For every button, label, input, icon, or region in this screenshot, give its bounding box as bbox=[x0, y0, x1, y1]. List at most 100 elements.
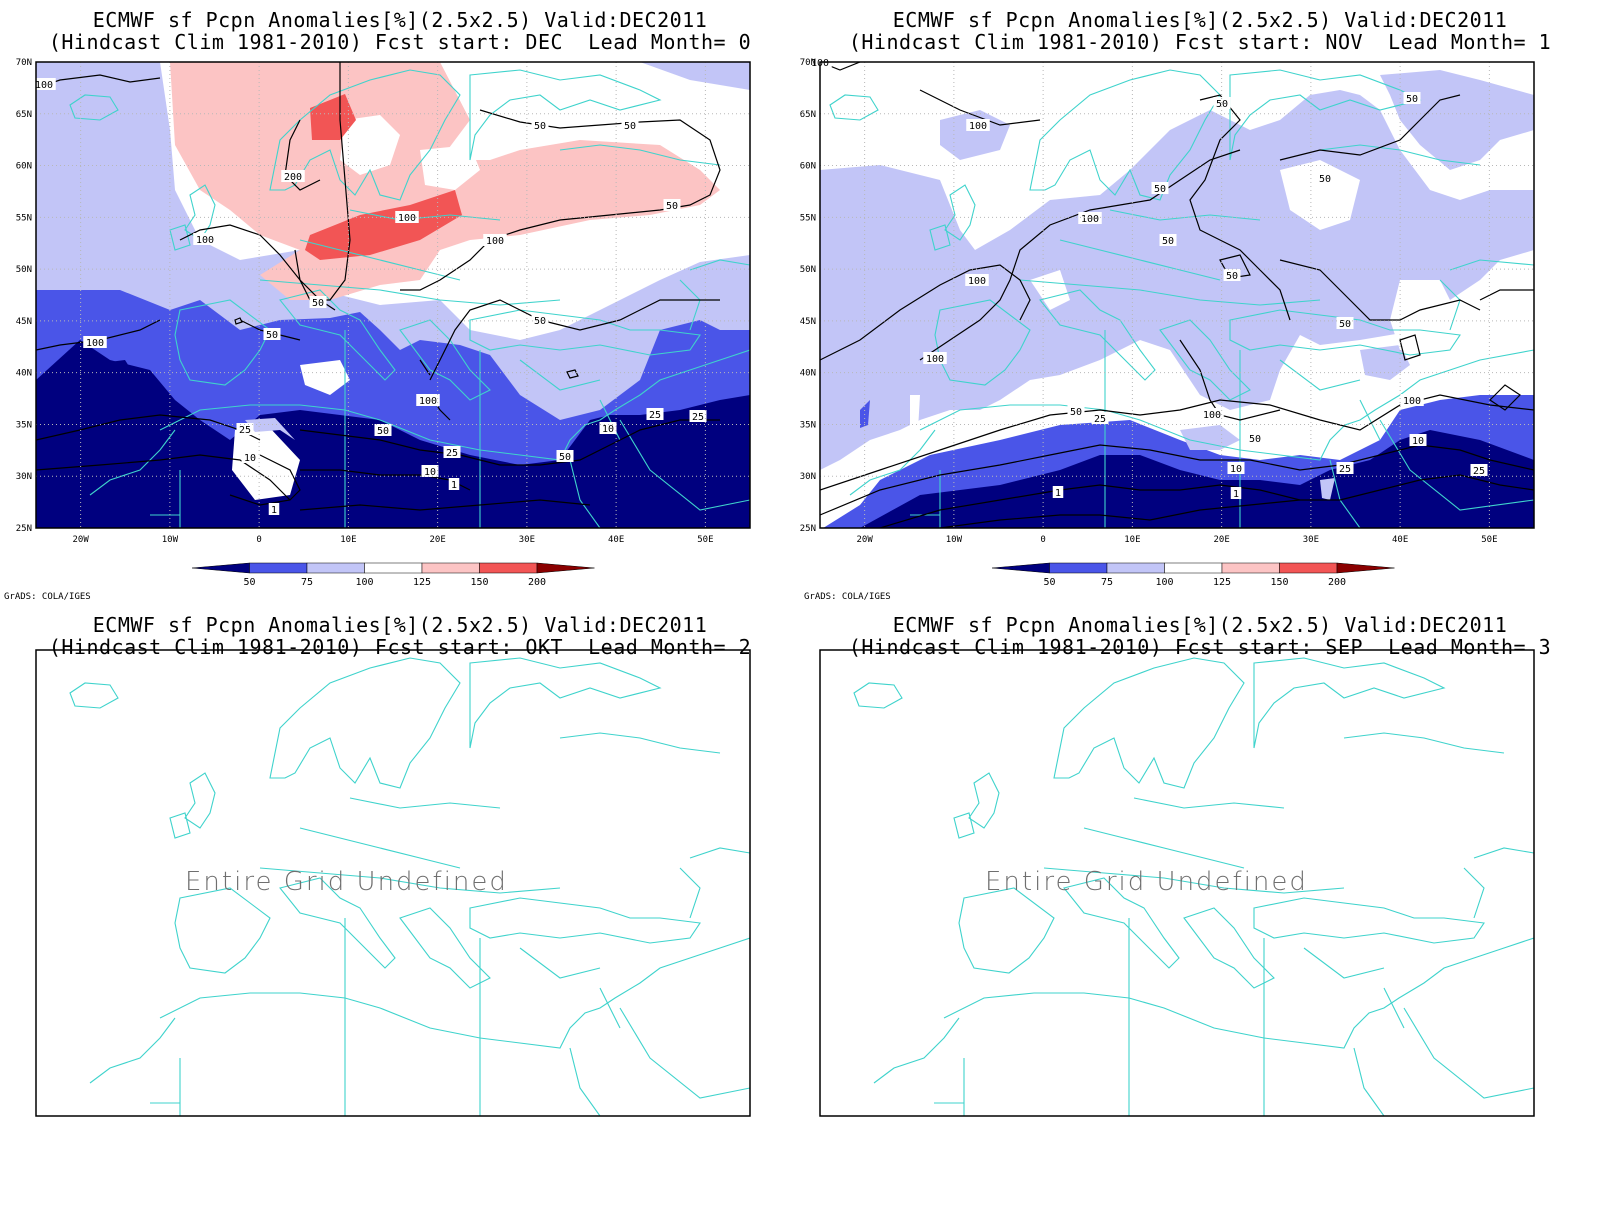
legend-swatch bbox=[536, 562, 595, 574]
panel-lead-month-1: ECMWF sf Pcpn Anomalies[%](2.5x2.5) Vali… bbox=[800, 0, 1600, 603]
lat-tick-label: 25N bbox=[16, 524, 32, 534]
svg-text:100: 100 bbox=[1081, 214, 1099, 225]
svg-text:25: 25 bbox=[446, 448, 458, 459]
contour-label: 100 bbox=[1200, 408, 1224, 421]
color-legend: 50 75 100 125 150 200 bbox=[191, 562, 595, 588]
map-svg: 100 50 50 200 100 50 100 100 50 50 50 100 25 10 50 25 10… bbox=[16, 58, 751, 588]
contour-label: 10 bbox=[1409, 434, 1427, 447]
lat-tick-label: 40N bbox=[16, 369, 32, 379]
panel-title-line1: ECMWF sf Pcpn Anomalies[%](2.5x2.5) Vali… bbox=[92, 613, 708, 637]
contour-label: 50 bbox=[374, 424, 392, 437]
contour-label: 50 bbox=[663, 199, 681, 212]
svg-text:100: 100 bbox=[1403, 396, 1421, 407]
contour-label: 100 bbox=[32, 78, 56, 91]
grid-lines bbox=[36, 62, 750, 528]
panel-title-line2: (Hindcast Clim 1981-2010) Fcst start: OK… bbox=[48, 635, 752, 659]
contour-label: 25 bbox=[1470, 464, 1488, 477]
lon-tick-label: 40E bbox=[1392, 535, 1408, 545]
legend-swatch bbox=[1164, 562, 1223, 574]
contour-label: 50 bbox=[556, 450, 574, 463]
lon-tick-label: 0 bbox=[1040, 535, 1045, 545]
svg-text:50: 50 bbox=[1216, 99, 1228, 110]
lat-tick-label: 45N bbox=[16, 317, 32, 327]
contour-label: 100 bbox=[1400, 394, 1424, 407]
lat-tick-label: 55N bbox=[800, 213, 816, 223]
lon-tick-label: 50E bbox=[697, 535, 713, 545]
undefined-message: Entire Grid Undefined bbox=[185, 867, 508, 897]
lat-tick-label: 65N bbox=[16, 110, 32, 120]
panel-title-line2: (Hindcast Clim 1981-2010) Fcst start: NO… bbox=[848, 30, 1552, 54]
lon-tick-label: 10E bbox=[340, 535, 356, 545]
contour-label: 10 bbox=[599, 422, 617, 435]
svg-text:50: 50 bbox=[312, 298, 324, 309]
svg-text:1: 1 bbox=[1233, 489, 1239, 500]
map-svg bbox=[819, 649, 1535, 1117]
panel-title-line1: ECMWF sf Pcpn Anomalies[%](2.5x2.5) Vali… bbox=[892, 8, 1508, 32]
svg-text:100: 100 bbox=[968, 276, 986, 287]
legend-label: 200 bbox=[528, 577, 546, 588]
legend-label: 75 bbox=[1101, 577, 1113, 588]
svg-text:50: 50 bbox=[266, 330, 278, 341]
lon-tick-label: 10W bbox=[946, 535, 963, 545]
svg-text:50: 50 bbox=[534, 121, 546, 132]
contour-label: 50 bbox=[621, 119, 639, 132]
svg-text:10: 10 bbox=[1230, 464, 1242, 475]
lon-tick-label: 10E bbox=[1124, 535, 1140, 545]
svg-text:25: 25 bbox=[692, 412, 704, 423]
contour-label: 10 bbox=[1227, 462, 1245, 475]
coastlines bbox=[853, 657, 1534, 1116]
svg-text:50: 50 bbox=[1339, 319, 1351, 330]
contour-label: 100 bbox=[965, 274, 989, 287]
anomaly-field bbox=[36, 62, 750, 528]
legend-swatch bbox=[364, 562, 423, 574]
panel-lead-month-2: ECMWF sf Pcpn Anomalies[%](2.5x2.5) Vali… bbox=[0, 605, 800, 1205]
svg-text:1: 1 bbox=[271, 505, 277, 516]
svg-text:50: 50 bbox=[1226, 271, 1238, 282]
svg-text:10: 10 bbox=[424, 467, 436, 478]
legend-swatch bbox=[991, 562, 1050, 574]
lon-tick-label: 50E bbox=[1481, 535, 1497, 545]
svg-text:10: 10 bbox=[244, 453, 256, 464]
coastlines bbox=[69, 657, 750, 1116]
contour-label: 10 bbox=[241, 451, 259, 464]
lat-tick-label: 30N bbox=[16, 472, 32, 482]
lat-tick-label: 35N bbox=[16, 420, 32, 430]
map-frame bbox=[819, 649, 1535, 1117]
svg-text:25: 25 bbox=[1339, 464, 1351, 475]
contour-label: 25 bbox=[689, 410, 707, 423]
lon-tick-label: 10W bbox=[162, 535, 179, 545]
panel-title-line1: ECMWF sf Pcpn Anomalies[%](2.5x2.5) Vali… bbox=[892, 613, 1508, 637]
lon-tick-label: 40E bbox=[608, 535, 624, 545]
lat-tick-label: 40N bbox=[800, 369, 816, 379]
lat-tick-labels: 70N 65N 60N 55N 50N 45N 40N 35N 30N 25N bbox=[16, 58, 32, 534]
lon-tick-label: 20E bbox=[1213, 535, 1229, 545]
legend-label: 50 bbox=[243, 577, 255, 588]
lat-tick-label: 45N bbox=[800, 317, 816, 327]
contour-label: 100 bbox=[416, 394, 440, 407]
contour-label: 100 bbox=[966, 119, 990, 132]
contour-label: 100 bbox=[193, 233, 217, 246]
legend-swatch bbox=[306, 562, 365, 574]
lat-tick-label: 50N bbox=[800, 265, 816, 275]
svg-text:50: 50 bbox=[624, 121, 636, 132]
contour-label: 25 bbox=[1336, 462, 1354, 475]
color-legend: 50 75 100 125 150 200 bbox=[991, 562, 1395, 588]
svg-text:100: 100 bbox=[35, 80, 53, 91]
legend-swatch bbox=[421, 562, 480, 574]
contour-label: 25 bbox=[443, 446, 461, 459]
contour-label: 50 bbox=[1246, 432, 1264, 445]
contour-label: 50 bbox=[309, 296, 327, 309]
grid-lines bbox=[820, 62, 1534, 528]
contour-label: 50 bbox=[1316, 172, 1334, 185]
contour-label: 50 bbox=[1151, 182, 1169, 195]
grads-credit: GrADS: COLA/IGES bbox=[804, 592, 891, 602]
legend-swatch bbox=[479, 562, 538, 574]
lon-tick-label: 30E bbox=[1303, 535, 1319, 545]
lat-tick-label: 50N bbox=[16, 265, 32, 275]
lat-tick-labels: 70N 65N 60N 55N 50N 45N 40N 35N 30N 25N bbox=[800, 58, 816, 534]
contour-label: 100 bbox=[483, 234, 507, 247]
grads-credit: GrADS: COLA/IGES bbox=[4, 592, 91, 602]
svg-text:50: 50 bbox=[666, 201, 678, 212]
contour-label: 1 bbox=[268, 503, 280, 516]
contour-label: 100 bbox=[395, 211, 419, 224]
